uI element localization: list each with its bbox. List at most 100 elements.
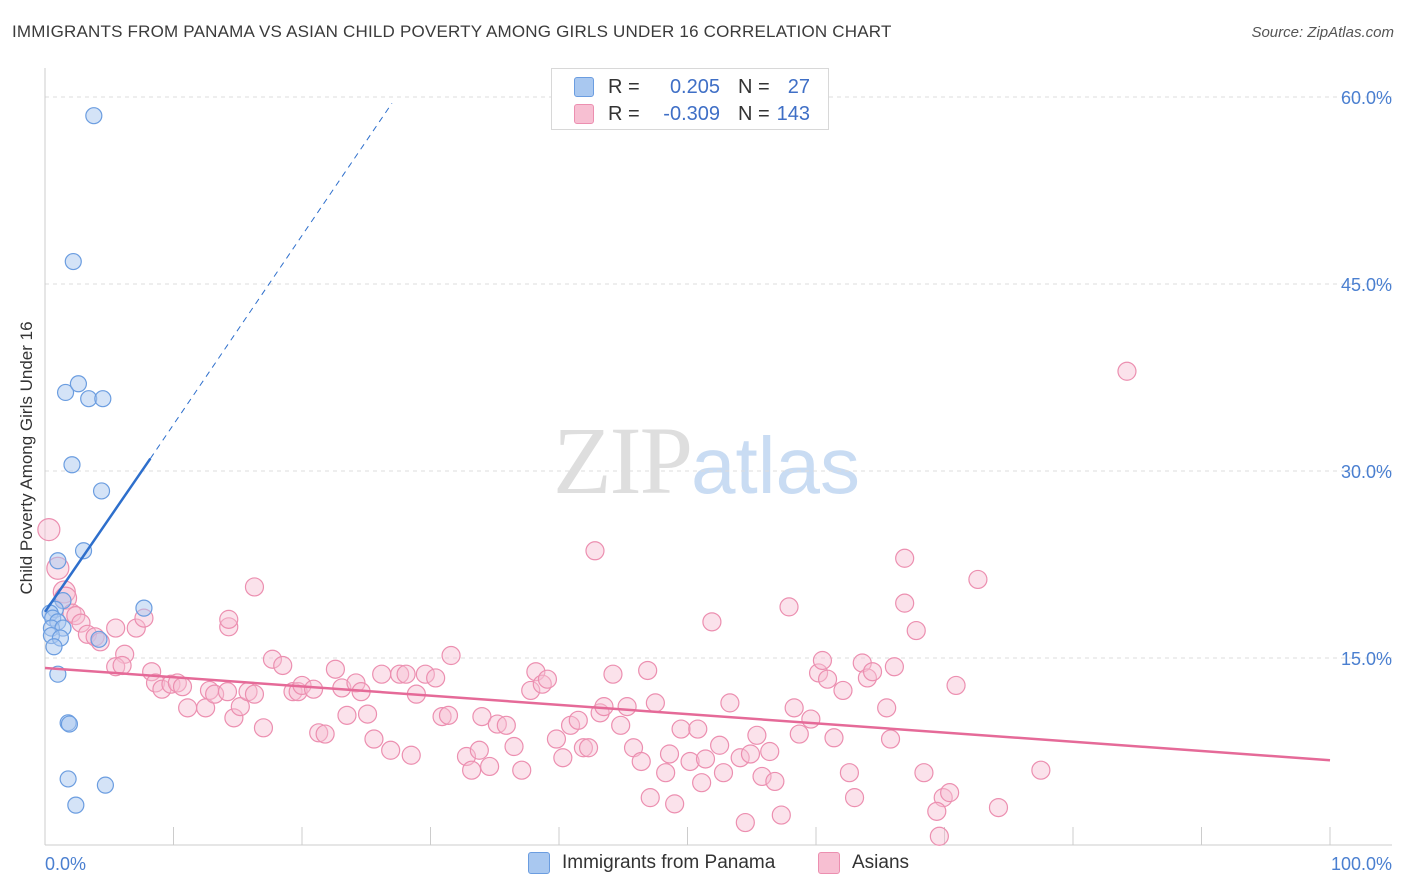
y-tick-label: 60.0% xyxy=(1341,88,1392,108)
asian-point xyxy=(946,675,966,696)
panama-point xyxy=(135,599,153,617)
panama-point xyxy=(63,456,81,474)
asian-point xyxy=(877,698,897,718)
asian-point xyxy=(364,729,384,749)
asian-point xyxy=(779,597,799,617)
asian-point xyxy=(585,541,605,561)
asian-point xyxy=(730,748,750,768)
asian-point xyxy=(578,738,599,758)
asian-point xyxy=(126,618,146,638)
asian-point xyxy=(631,751,651,772)
asian-point xyxy=(357,704,378,724)
panama-trend-line xyxy=(43,457,152,613)
asian-point xyxy=(771,805,791,825)
asian-point xyxy=(988,797,1009,818)
asian-point xyxy=(512,760,532,780)
asian-point xyxy=(568,710,588,730)
asian-point xyxy=(106,618,126,638)
y-tick-label: 15.0% xyxy=(1341,649,1392,669)
bottom-legend-asian[interactable]: Asians xyxy=(818,852,909,874)
panama-point xyxy=(94,390,112,408)
bottom-legend-panama[interactable]: Immigrants from Panama xyxy=(528,852,775,874)
watermark-atlas: atlas xyxy=(691,421,860,510)
asian-point xyxy=(713,763,734,783)
asian-point xyxy=(230,697,250,717)
asian-point xyxy=(927,801,947,821)
axes xyxy=(44,68,1392,846)
asian-point xyxy=(496,715,516,735)
asian-point xyxy=(765,771,785,792)
asian-point xyxy=(801,709,821,729)
asian-point xyxy=(857,668,878,688)
asian-point xyxy=(688,719,708,739)
asian-point xyxy=(415,664,435,684)
panama-point xyxy=(96,776,114,794)
x-tick-label: 0.0% xyxy=(45,854,86,874)
y-axis-label: Child Poverty Among Girls Under 16 xyxy=(17,321,36,594)
asian-point xyxy=(217,682,238,702)
asian-point xyxy=(441,645,461,666)
panama-point xyxy=(69,375,88,393)
panama-legend-swatch xyxy=(528,852,550,874)
asian-point xyxy=(303,679,324,699)
panama-point xyxy=(85,107,103,125)
asian-point xyxy=(747,725,767,745)
asian-point xyxy=(929,826,949,846)
asian-point xyxy=(617,697,637,717)
asian-point xyxy=(219,617,239,637)
asian-point xyxy=(940,783,960,803)
asian-point xyxy=(659,744,680,764)
asian-point xyxy=(1031,760,1051,780)
panama-point xyxy=(56,383,75,402)
asian-point xyxy=(396,664,416,684)
n-value: 143 xyxy=(776,102,810,125)
asian-point xyxy=(817,669,838,689)
panama-trend-extension xyxy=(149,102,393,459)
asian-point xyxy=(472,706,492,727)
asian-point xyxy=(480,756,500,777)
asian-point xyxy=(760,741,780,762)
panama-point xyxy=(60,715,79,733)
asian-point xyxy=(309,723,329,743)
asian-point xyxy=(695,749,716,769)
asian-point xyxy=(161,674,181,694)
asian-point xyxy=(880,729,901,749)
asian-point xyxy=(692,773,712,793)
asian-point xyxy=(426,668,446,688)
panama-points xyxy=(41,107,153,814)
asian-point xyxy=(219,609,239,629)
source-label: Source: ZipAtlas.com xyxy=(1251,24,1394,41)
asian-trend-line xyxy=(44,666,1331,762)
asian-point xyxy=(253,718,274,738)
asian-point xyxy=(784,698,804,718)
panama-legend-label: Immigrants from Panama xyxy=(562,852,776,873)
panama-point xyxy=(92,482,111,500)
gridlines xyxy=(45,96,1392,659)
asian-point xyxy=(702,612,722,632)
asian-point xyxy=(337,705,357,725)
asian-point xyxy=(720,693,740,713)
panama-point xyxy=(90,630,108,648)
asian-point xyxy=(895,593,915,613)
asian-point xyxy=(553,748,573,768)
asian-point xyxy=(812,650,833,671)
asian-point xyxy=(262,649,283,669)
asian-point xyxy=(504,736,524,757)
legend-row-panama: R = 0.205 N = 27 xyxy=(574,75,810,99)
asian-point xyxy=(401,745,421,765)
asian-point xyxy=(656,763,676,783)
asian-point xyxy=(315,724,335,744)
asian-point xyxy=(895,548,915,568)
asian-point xyxy=(546,729,567,749)
trend-lines xyxy=(43,102,1331,762)
asian-point xyxy=(71,613,91,633)
asian-point xyxy=(671,719,691,739)
panama-point xyxy=(49,552,67,570)
asian-point xyxy=(438,705,459,725)
r-value: 0.205 xyxy=(669,75,720,98)
legend-row-asian: R = -0.309 N = 143 xyxy=(574,102,810,126)
asian-point xyxy=(273,655,293,676)
panama-swatch xyxy=(574,77,594,97)
n-label: N = xyxy=(738,75,770,98)
